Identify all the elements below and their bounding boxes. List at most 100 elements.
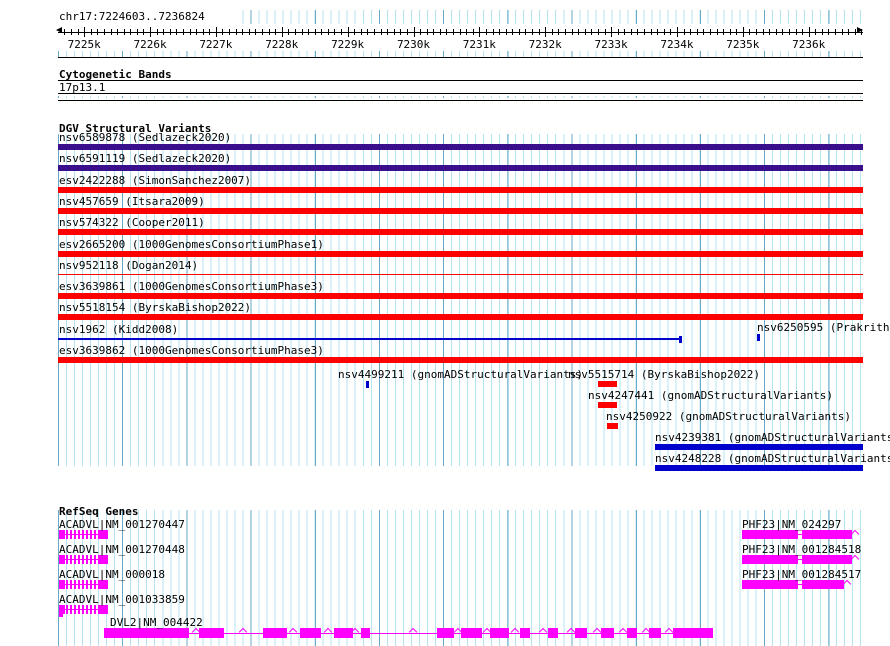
dgv-track-bar[interactable] [58, 250, 863, 257]
refseq-gene-label[interactable]: ACADVL|NM_001270448 [59, 543, 185, 556]
refseq-gene-model[interactable] [0, 530, 890, 539]
dgv-small-variant-label[interactable]: nsv4239381 (gnomADStructuralVariants) [655, 431, 890, 444]
exon [82, 530, 84, 539]
exon [98, 530, 108, 539]
exon [361, 628, 370, 638]
ruler-minor-tick [426, 29, 428, 35]
strand-chevron-icon [842, 579, 852, 589]
dgv-track-label[interactable]: esv2665200 (1000GenomesConsortiumPhase1) [59, 237, 324, 251]
strand-chevron-icon [618, 627, 628, 637]
dgv-track-bar[interactable] [58, 229, 863, 236]
dgv-track-label[interactable]: nsv457659 (Itsara2009) [59, 194, 205, 208]
ruler-tick-label: 7228k [265, 38, 299, 51]
dgv-track-label[interactable]: nsv1962 (Kidd2008) [59, 322, 179, 336]
refseq-gene-label[interactable]: PHF23|NM_001284518 [742, 543, 862, 556]
dgv-track-bar[interactable] [58, 144, 863, 150]
refseq-gene-label[interactable]: ACADVL|NM_001033859 [59, 593, 185, 606]
refseq-gene-model[interactable] [0, 579, 890, 589]
dgv-small-variant-label[interactable]: nsv4499211 (gnomADStructuralVariants) [338, 368, 584, 381]
dgv-small-variant-mark[interactable] [598, 381, 617, 387]
refseq-gene-label[interactable]: PHF23|NM_001284517 [742, 568, 862, 581]
axis-arrow-left-icon [56, 27, 62, 33]
ruler-major-tick [545, 27, 547, 37]
cytoband-label-17p13-1: 17p13.1 [59, 81, 106, 94]
dgv-track-bar[interactable] [58, 273, 863, 275]
ruler-minor-tick [630, 29, 632, 35]
ruler-minor-tick [64, 29, 66, 35]
dgv-track-bar[interactable] [58, 293, 863, 300]
dgv-track-bar[interactable] [58, 186, 863, 193]
ruler-minor-tick [446, 29, 448, 35]
ruler-minor-tick [321, 29, 323, 35]
dgv-track-label[interactable]: esv3639862 (1000GenomesConsortiumPhase3) [59, 344, 324, 357]
strand-chevron-icon [323, 627, 333, 637]
ruler-minor-tick [400, 29, 402, 35]
dgv-track-label[interactable]: nsv574322 (Cooper2011) [59, 216, 205, 230]
ruler-minor-tick [334, 29, 336, 35]
dgv-small-variant-mark[interactable] [655, 444, 863, 450]
dgv-small-variant-mark[interactable] [598, 402, 617, 408]
dgv-track-bar[interactable] [58, 165, 863, 172]
dgv-track-label[interactable]: nsv6591119 (Sedlazeck2020) [59, 152, 232, 166]
exon [74, 555, 76, 564]
ruler-minor-tick [176, 29, 178, 35]
ruler-minor-tick [769, 29, 771, 35]
exon [742, 530, 798, 539]
ruler-minor-tick [156, 29, 158, 35]
ruler-minor-tick [97, 29, 99, 35]
dgv-small-variant-mark[interactable] [655, 465, 863, 471]
dgv-header-mask [56, 98, 863, 134]
ruler-minor-tick [136, 29, 138, 35]
exon [74, 580, 76, 589]
dgv-small-variant-mark[interactable] [607, 423, 618, 429]
exon [86, 605, 88, 614]
refseq-gene-model[interactable] [0, 605, 890, 614]
ruler-minor-tick [209, 29, 211, 35]
exon [70, 555, 72, 564]
refseq-gene-label[interactable]: DVL2|NM_004422 [110, 616, 203, 629]
exon [63, 530, 65, 539]
dgv-small-variant-label[interactable]: nsv4250922 (gnomADStructuralVariants) [606, 410, 852, 423]
ruler-minor-tick [657, 29, 659, 35]
ruler-minor-tick [795, 29, 797, 35]
dgv-small-variant-mark[interactable] [757, 334, 760, 341]
exon [649, 628, 661, 638]
refseq-gene-label[interactable]: ACADVL|NM_001270447 [59, 518, 185, 531]
exon [70, 605, 72, 614]
dgv-small-variant-mark[interactable] [366, 381, 369, 388]
ruler-minor-tick [624, 29, 626, 35]
dgv-track-label[interactable]: esv2422288 (SimonSanchez2007) [59, 173, 252, 187]
dgv-track-bar[interactable] [58, 337, 680, 340]
dgv-track-label[interactable]: nsv952118 (Dogan2014) [59, 258, 199, 272]
dgv-track-label[interactable]: nsv5518154 (ByrskaBishop2022) [59, 301, 252, 315]
dgv-track-bar[interactable] [58, 207, 863, 214]
dgv-track-bar-endcap[interactable] [679, 335, 682, 343]
dgv-small-variant-label[interactable]: nsv5515714 (ByrskaBishop2022) [568, 368, 761, 381]
ruler-minor-tick [143, 29, 145, 35]
exon [437, 628, 454, 638]
dgv-track-bar[interactable] [58, 314, 863, 321]
ruler-minor-tick [110, 29, 112, 35]
refseq-gene-model[interactable] [0, 580, 890, 589]
ruler-minor-tick [841, 29, 843, 35]
exon [59, 555, 63, 564]
exon [70, 580, 72, 589]
refseq-gene-model[interactable] [0, 555, 890, 564]
refseq-gene-label[interactable]: PHF23|NM_024297 [742, 518, 842, 531]
dgv-track-label[interactable]: esv3639861 (1000GenomesConsortiumPhase3) [59, 280, 324, 294]
refseq-gene-model[interactable] [0, 627, 890, 638]
ruler-major-tick [347, 27, 349, 37]
dgv-track-bar[interactable] [58, 357, 863, 363]
refseq-gene-model[interactable] [0, 554, 890, 564]
exon [98, 605, 108, 614]
dgv-track-label[interactable]: nsv6589878 (Sedlazeck2020) [59, 131, 232, 144]
refseq-gene-model[interactable] [0, 529, 890, 539]
dgv-small-variant-label[interactable]: nsv4247441 (gnomADStructuralVariants) [588, 389, 834, 402]
ruler-minor-tick [591, 29, 593, 35]
refseq-gene-label[interactable]: ACADVL|NM_000018 [59, 568, 165, 581]
exon [199, 628, 224, 638]
dgv-small-variant-label[interactable]: nsv4248228 (gnomADStructuralVariants) [655, 452, 890, 465]
right-margin-mask [863, 0, 890, 646]
ruler-tick-label: 7236k [792, 38, 826, 51]
dgv-small-variant-label[interactable]: nsv6250595 (Prakrithi2 [757, 321, 890, 334]
